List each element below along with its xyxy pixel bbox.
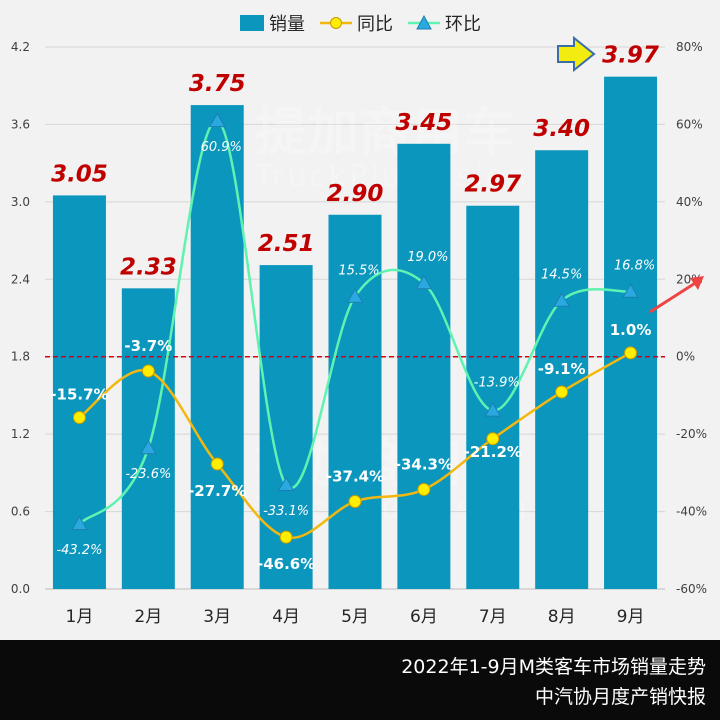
chart-caption-source: 中汽协月度产销快报: [534, 686, 706, 708]
bar-value-label: 3.45: [396, 110, 453, 136]
x-axis-tick: 1月: [66, 607, 94, 627]
bar-value-label: 2.33: [120, 254, 177, 280]
mom-marker-7月: [484, 402, 502, 417]
mom-label: 15.5%: [338, 264, 379, 279]
yoy-marker-6月: [417, 483, 431, 497]
bar-8月: [535, 150, 589, 589]
yoy-marker-9月: [624, 346, 638, 360]
mom-marker-1月: [71, 515, 88, 531]
x-axis-tick: 3月: [203, 607, 231, 627]
yoy-series-line: [78, 351, 632, 540]
legend-label-mom: 环比: [445, 14, 481, 35]
mom-marker-2月: [139, 439, 157, 455]
bar-value-label: 3.75: [189, 71, 246, 97]
yoy-marker-3月: [210, 457, 224, 471]
mom-label: -23.6%: [125, 467, 171, 482]
bar-value-label: 2.90: [327, 181, 384, 207]
bar-value-label: 2.97: [464, 172, 521, 198]
left-axis-tick: 1.2: [11, 427, 30, 441]
left-axis-tick: 3.6: [11, 117, 30, 131]
yoy-marker-7月: [486, 432, 500, 446]
chart-caption-title: 2022年1-9月M类客车市场销量走势: [401, 656, 706, 678]
mom-label: -43.2%: [56, 543, 102, 558]
mom-marker-4月: [277, 476, 295, 491]
right-axis-tick: -20%: [676, 427, 707, 441]
left-axis-tick: 0.6: [11, 505, 30, 519]
legend-swatch-mom-marker: [416, 14, 432, 30]
mom-label: 16.8%: [614, 259, 655, 274]
x-axis-tick: 6月: [410, 607, 438, 627]
x-axis-tick: 7月: [479, 607, 507, 627]
trend-arrow-icon: [649, 278, 701, 314]
left-axis-tick: 2.4: [11, 272, 30, 286]
yoy-marker-2月: [141, 364, 155, 378]
x-axis-tick: 5月: [341, 607, 369, 627]
mom-label: -13.9%: [474, 376, 520, 391]
bar-value-label: 3.40: [533, 116, 590, 142]
watermark-cn: 提加商用车: [255, 103, 515, 163]
yoy-label: -21.2%: [464, 443, 522, 461]
yoy-marker-8月: [555, 385, 569, 399]
highlight-arrow-icon: [557, 35, 596, 73]
yoy-label: -37.4%: [326, 468, 384, 486]
yoy-label: -15.7%: [50, 385, 108, 403]
mom-label: -33.1%: [263, 504, 309, 519]
watermark-en: TruckPlusVision: [254, 159, 530, 194]
mom-marker-3月: [208, 112, 226, 128]
yoy-marker-4月: [279, 530, 293, 544]
right-axis-tick: 40%: [676, 195, 703, 209]
x-axis-tick: 4月: [272, 607, 300, 627]
yoy-label: -27.7%: [188, 482, 246, 500]
mom-marker-8月: [553, 292, 571, 307]
yoy-marker-1月: [72, 410, 86, 424]
footer-bar: 2022年1-9月M类客车市场销量走势 中汽协月度产销快报: [0, 640, 720, 720]
bar-value-label: 3.97: [602, 43, 659, 69]
right-axis-tick: 60%: [676, 117, 703, 131]
trend-arrowhead-icon: [690, 276, 704, 290]
left-axis-tick: 3.0: [11, 195, 30, 209]
yoy-label: -46.6%: [257, 555, 315, 573]
yoy-label: 1.0%: [610, 321, 652, 339]
right-axis-tick: 0%: [676, 350, 695, 364]
bar-2月: [121, 288, 175, 589]
mom-label: 19.0%: [407, 250, 448, 265]
mom-marker-6月: [415, 274, 433, 290]
left-axis-tick: 1.8: [11, 350, 30, 364]
bar-value-label: 3.05: [51, 161, 108, 187]
mom-marker-9月: [622, 283, 639, 298]
yoy-label: -9.1%: [538, 360, 586, 378]
bar-9月: [604, 76, 658, 589]
x-axis-tick: 8月: [548, 607, 576, 627]
mom-label: 60.9%: [201, 140, 242, 155]
x-axis-tick: 2月: [134, 607, 162, 627]
right-axis-tick: -40%: [676, 505, 707, 519]
bar-value-label: 2.51: [258, 231, 315, 257]
yoy-label: -34.3%: [395, 456, 453, 474]
legend-swatch-yoy-marker: [330, 17, 342, 29]
mom-series-line: [78, 119, 631, 525]
yoy-marker-5月: [348, 495, 362, 509]
yoy-label: -3.7%: [124, 337, 172, 355]
mom-label: 14.5%: [541, 268, 582, 283]
bar-6月: [397, 143, 451, 590]
x-axis-tick: 9月: [617, 607, 645, 627]
left-axis-tick: 0.0: [11, 582, 30, 596]
sales-chart: 提加商用车TruckPlusVision提加商用车TruckPlusVision…: [11, 14, 707, 627]
legend-label-sales: 销量: [269, 14, 305, 35]
legend-swatch-sales: [240, 15, 264, 31]
right-axis-tick: -60%: [676, 582, 707, 596]
mom-marker-5月: [346, 288, 364, 303]
right-axis-tick: 80%: [676, 40, 703, 54]
left-axis-tick: 4.2: [11, 40, 30, 54]
legend-label-yoy: 同比: [357, 14, 393, 35]
